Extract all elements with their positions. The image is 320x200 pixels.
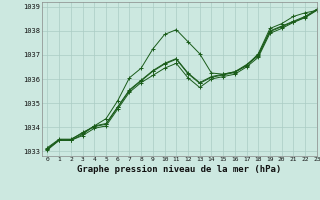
X-axis label: Graphe pression niveau de la mer (hPa): Graphe pression niveau de la mer (hPa) xyxy=(77,165,281,174)
